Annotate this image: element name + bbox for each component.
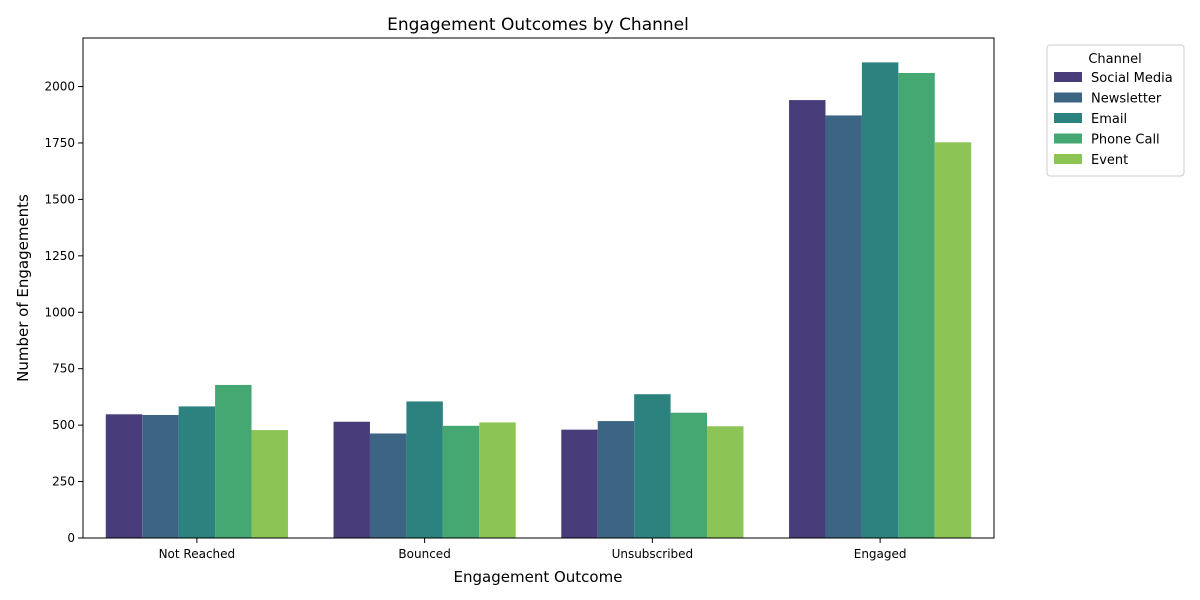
bar-newsletter-engaged xyxy=(825,115,862,538)
y-tick-label: 750 xyxy=(52,362,75,376)
legend-swatch-email xyxy=(1054,113,1082,123)
legend-items: Social Media Newsletter Email Phone Call Eve… xyxy=(1054,71,1173,168)
bar-event-unsubscribed xyxy=(707,426,744,538)
x-tick-label: Engaged xyxy=(854,547,907,561)
y-tick-label: 2000 xyxy=(44,80,75,94)
bar-email-engaged xyxy=(861,62,899,538)
chart-title: Engagement Outcomes by Channel xyxy=(387,15,689,35)
y-tick-label: 1000 xyxy=(44,305,75,319)
x-tick-label: Bounced xyxy=(398,547,450,561)
legend-label-email: Email xyxy=(1091,112,1127,127)
y-tick-label: 250 xyxy=(52,475,75,489)
legend-title: Channel xyxy=(1088,52,1141,67)
legend: Channel Social Media Newsletter Email Phone… xyxy=(1046,44,1185,177)
bar-phone-call-bounced xyxy=(442,425,480,538)
plot-frame xyxy=(82,37,995,539)
x-axis-title: Engagement Outcome xyxy=(454,568,623,586)
bar-newsletter-unsubscribed xyxy=(597,421,635,538)
y-tick-label: 1750 xyxy=(44,136,75,150)
y-axis-title: Number of Engagements xyxy=(14,194,32,382)
bar-newsletter-bounced xyxy=(369,433,407,538)
legend-swatch-social-media xyxy=(1054,72,1082,82)
y-tick-label: 1500 xyxy=(44,192,75,206)
y-tick-label: 0 xyxy=(67,531,75,545)
legend-label-social-media: Social Media xyxy=(1091,71,1173,86)
bar-social-media-not-reached xyxy=(105,414,143,538)
bar-phone-call-not-reached xyxy=(215,384,252,538)
bar-social-media-unsubscribed xyxy=(561,429,598,538)
legend-label-phone-call: Phone Call xyxy=(1091,133,1160,148)
y-axis: 0 250 500 750 1000 1250 1500 1750 2000 xyxy=(44,80,83,545)
bars xyxy=(105,62,972,539)
y-tick-label: 1250 xyxy=(44,249,75,263)
x-tick-label: Not Reached xyxy=(159,547,236,561)
bar-event-not-reached xyxy=(251,430,288,538)
y-tick-label: 500 xyxy=(52,418,75,432)
legend-swatch-event xyxy=(1054,154,1082,164)
legend-swatch-newsletter xyxy=(1054,92,1082,103)
bar-email-not-reached xyxy=(178,406,216,538)
bar-social-media-engaged xyxy=(789,100,826,538)
bar-phone-call-engaged xyxy=(898,72,935,539)
x-tick-label: Unsubscribed xyxy=(612,547,694,561)
bar-email-bounced xyxy=(406,401,443,538)
bar-newsletter-not-reached xyxy=(142,414,179,538)
bar-email-unsubscribed xyxy=(634,394,671,538)
legend-label-newsletter: Newsletter xyxy=(1091,92,1162,107)
bar-event-bounced xyxy=(479,422,516,538)
bar-social-media-bounced xyxy=(333,421,370,538)
legend-label-event: Event xyxy=(1091,153,1128,168)
x-axis: Not Reached Bounced Unsubscribed Engaged xyxy=(159,538,907,561)
legend-swatch-phone-call xyxy=(1054,133,1082,144)
bar-phone-call-unsubscribed xyxy=(670,412,708,538)
bar-event-engaged xyxy=(934,142,972,538)
